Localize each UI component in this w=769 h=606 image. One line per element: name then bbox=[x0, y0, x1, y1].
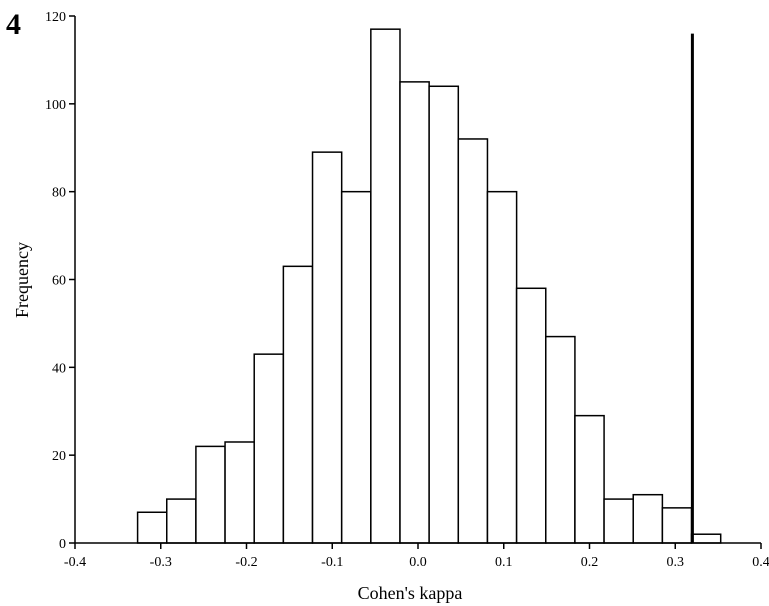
y-tick-label: 100 bbox=[45, 98, 66, 113]
histogram-bar bbox=[515, 287, 547, 544]
histogram-bar bbox=[486, 190, 518, 544]
y-tick-label: 0 bbox=[59, 537, 66, 552]
y-tick-label: 40 bbox=[52, 361, 66, 376]
histogram-bar bbox=[370, 28, 401, 544]
histogram-bar bbox=[224, 441, 255, 544]
x-tick-label: 0.2 bbox=[581, 555, 599, 570]
y-tick-label: 60 bbox=[52, 274, 66, 289]
x-tick-label: -0.1 bbox=[321, 555, 343, 570]
histogram-bar bbox=[253, 353, 285, 544]
x-tick-label: -0.4 bbox=[64, 555, 86, 570]
x-axis-title: Cohen's kappa bbox=[358, 583, 463, 603]
x-tick-label: -0.3 bbox=[150, 555, 172, 570]
histogram-bar bbox=[136, 511, 168, 544]
panel-label: 4 bbox=[6, 8, 21, 41]
x-tick-label: 0.1 bbox=[495, 555, 513, 570]
x-tick-label: 0.3 bbox=[667, 555, 685, 570]
x-tick-label: 0.0 bbox=[409, 555, 427, 570]
y-axis-title: Frequency bbox=[12, 242, 32, 318]
histogram-bar bbox=[690, 533, 722, 544]
y-tick-label: 120 bbox=[45, 10, 66, 25]
histogram-bar bbox=[399, 81, 430, 544]
axes: -0.4 -0.3 -0.2 -0.1 0.0 0.1 0.2 0.3 0.4 0 20 40 60 80… bbox=[45, 10, 769, 570]
histogram-bar bbox=[282, 265, 314, 544]
histogram-bar bbox=[603, 498, 634, 544]
histogram-bar bbox=[632, 493, 664, 544]
histogram-bar bbox=[311, 151, 343, 544]
histogram-bar bbox=[166, 498, 197, 544]
y-tick-label: 80 bbox=[52, 186, 66, 201]
y-tick-label: 20 bbox=[52, 449, 66, 464]
histogram-bar bbox=[195, 445, 226, 544]
histogram-bar bbox=[428, 85, 460, 544]
histogram-bar bbox=[574, 414, 605, 544]
histogram-bar bbox=[545, 335, 576, 544]
histogram-bar bbox=[340, 190, 372, 544]
x-tick-label: 0.4 bbox=[752, 555, 769, 570]
histogram-bar bbox=[457, 138, 489, 544]
histogram-bar bbox=[661, 507, 693, 544]
histogram-bars bbox=[136, 28, 722, 544]
x-tick-label: -0.2 bbox=[235, 555, 257, 570]
